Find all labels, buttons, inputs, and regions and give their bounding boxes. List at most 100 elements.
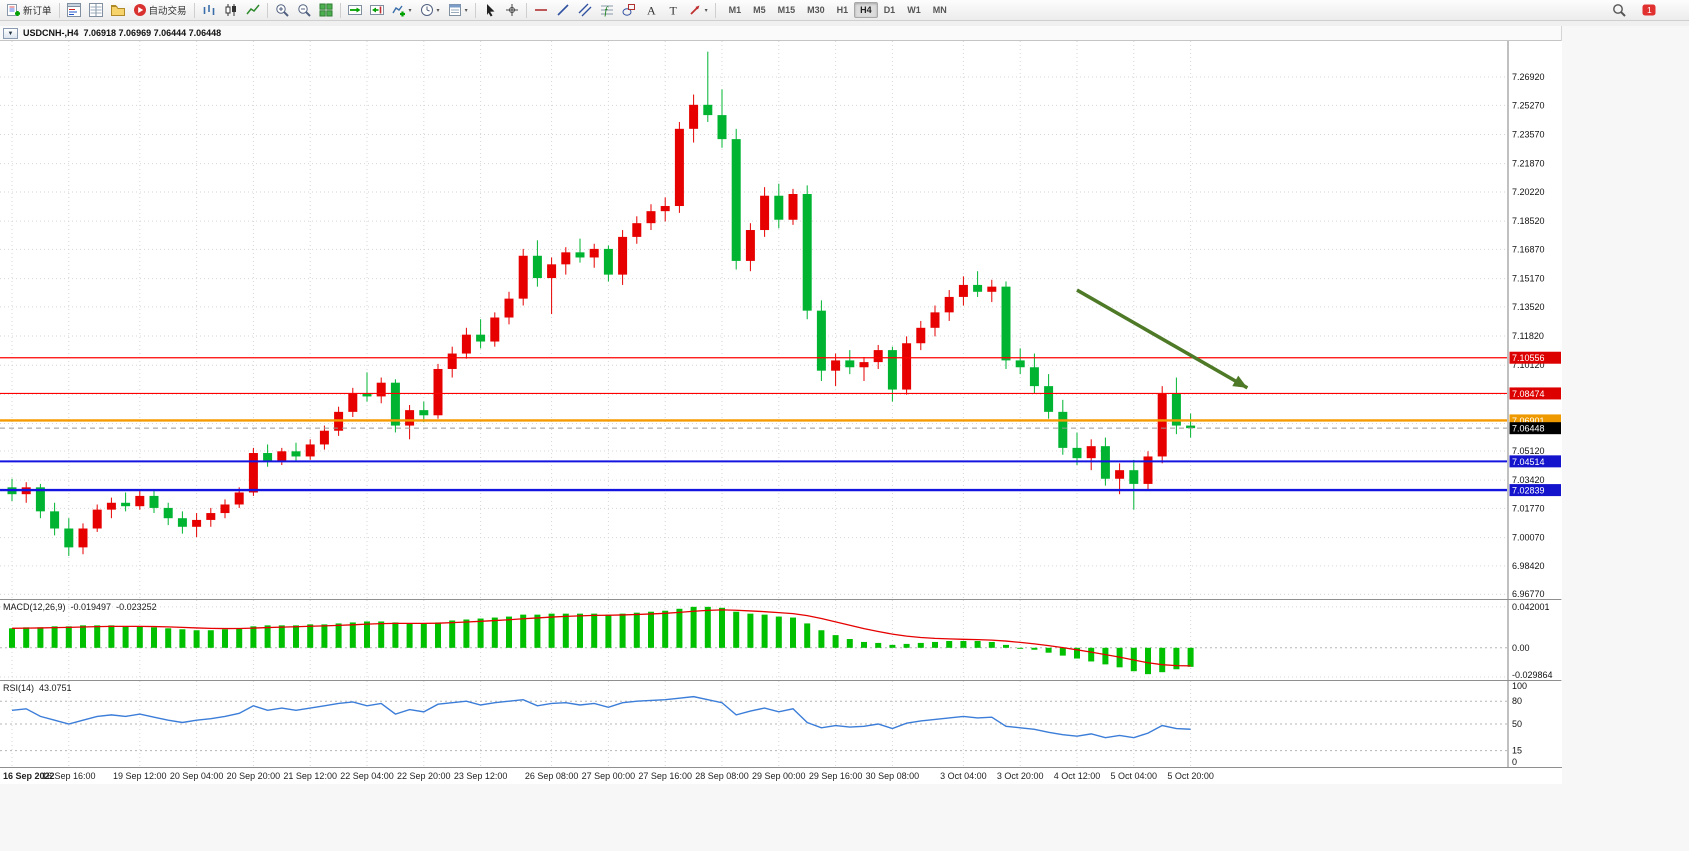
- macd-bar: [534, 614, 541, 648]
- price-tag: [1509, 422, 1561, 435]
- search-button[interactable]: [1608, 1, 1630, 19]
- text-button[interactable]: A: [640, 1, 662, 19]
- price-axis-label: 7.01770: [1512, 503, 1545, 513]
- new-order-button-label: 新订单: [23, 6, 52, 17]
- macd-bar: [207, 630, 214, 648]
- trendline-button[interactable]: [552, 1, 574, 19]
- auto-scroll-button[interactable]: [344, 1, 366, 19]
- macd-bar: [1017, 647, 1024, 649]
- bull-candle: [305, 444, 315, 457]
- timeframe-m30[interactable]: M30: [807, 5, 825, 15]
- bear-candle: [263, 453, 273, 462]
- channel-button[interactable]: [574, 1, 596, 19]
- candlestick-chart-button[interactable]: [220, 1, 242, 19]
- timeframe-m5[interactable]: M5: [753, 5, 766, 15]
- line-chart-icon: [245, 3, 260, 17]
- price-tag-text: 7.02839: [1512, 486, 1545, 496]
- macd-bar: [491, 617, 498, 648]
- periods-button[interactable]: ▾: [416, 1, 444, 19]
- data-window-button[interactable]: [85, 1, 107, 19]
- macd-bar: [222, 629, 228, 648]
- timeframe-d1[interactable]: D1: [883, 5, 896, 15]
- macd-bar: [648, 611, 654, 648]
- bull-candle: [1157, 392, 1167, 457]
- macd-bar: [364, 621, 370, 648]
- macd-bar: [1045, 647, 1052, 653]
- text-icon: A: [644, 3, 658, 18]
- hline-button[interactable]: [530, 1, 552, 19]
- bear-candle: [1171, 392, 1181, 426]
- timeframe-m1[interactable]: M1: [728, 5, 742, 15]
- timeframe-m15[interactable]: M15: [777, 5, 796, 15]
- shapes-button[interactable]: [618, 1, 640, 19]
- timeframe-mn[interactable]: MN: [932, 5, 947, 15]
- time-axis-label: 20 Sep 04:00: [169, 771, 224, 781]
- time-axis-label: 20 Sep 20:00: [226, 771, 281, 781]
- rsi-canvas[interactable]: 100 80 50 150: [0, 681, 1562, 767]
- time-axis-label: 27 Sep 16:00: [638, 771, 692, 781]
- bull-candle: [433, 368, 443, 416]
- price-axis-label: 7.03420: [1512, 475, 1545, 485]
- add-indicator-button[interactable]: ▾: [388, 1, 416, 19]
- macd-bar: [903, 643, 910, 648]
- bull-candle: [348, 392, 358, 412]
- chart-shift-button[interactable]: [366, 1, 388, 19]
- price-chart-canvas[interactable]: 7.26920 7.25270 7.23570 7.21870 7.20220 7.185…: [0, 41, 1562, 599]
- navigator-button[interactable]: [107, 1, 129, 19]
- macd-bar: [690, 606, 697, 648]
- bear-candle: [1044, 386, 1054, 412]
- bull-candle: [788, 194, 798, 220]
- timeframe-h1[interactable]: H1: [836, 5, 849, 15]
- zoom-out-button[interactable]: [293, 1, 315, 19]
- time-axis-label: 16 Sep 2022: [3, 771, 55, 781]
- arrows-button[interactable]: ▾: [684, 1, 712, 19]
- caret-down-icon: ▾: [408, 7, 412, 14]
- market-watch-button[interactable]: [63, 1, 85, 19]
- chart-ohlc-quotes: 7.06918 7.06969 7.06444 7.06448: [83, 28, 222, 38]
- price-tag-text: 7.10556: [1512, 353, 1545, 363]
- crosshair-button[interactable]: [501, 1, 523, 19]
- bull-candle: [547, 264, 557, 279]
- horizontal-level-lines[interactable]: [0, 357, 1507, 492]
- bull-candle: [660, 206, 670, 212]
- tile-windows-button[interactable]: [315, 1, 337, 19]
- bull-candle: [106, 502, 116, 510]
- price-axis-label: 7.18520: [1512, 216, 1545, 226]
- chart-titlebar: ▼ USDCNH-,H4 7.06918 7.06969 7.06444 7.0…: [0, 26, 1561, 41]
- bear-candle: [362, 392, 372, 397]
- rsi-grid: [0, 681, 1507, 767]
- new-order-button[interactable]: 新订单: [3, 1, 56, 19]
- label-button[interactable]: T: [662, 1, 684, 19]
- trend-arrow-line[interactable]: [1076, 288, 1249, 390]
- rsi-line: [11, 695, 1191, 739]
- time-axis[interactable]: 16 Sep 2022 16 Sep 16:00 19 Sep 12:00 20 Se…: [0, 767, 1562, 784]
- bear-candle: [476, 334, 486, 342]
- bear-candle: [419, 410, 429, 416]
- price-axis-label: 7.23570: [1512, 129, 1545, 139]
- timeframe-w1[interactable]: W1: [907, 5, 921, 15]
- price-scale[interactable]: 7.26920 7.25270 7.23570 7.21870 7.20220 7.185…: [1509, 72, 1562, 599]
- bear-candle: [149, 495, 159, 508]
- caret-down-icon: ▾: [464, 7, 468, 14]
- time-axis-label: 21 Sep 12:00: [283, 771, 337, 781]
- time-axis-label: 3 Oct 04:00: [940, 771, 987, 781]
- macd-canvas[interactable]: 0.042001 0.00 -0.029864: [0, 600, 1562, 680]
- timeframe-h4[interactable]: H4: [854, 2, 878, 18]
- market-watch-icon: [66, 3, 81, 17]
- macd-bar: [1102, 647, 1109, 665]
- line-chart-button[interactable]: [242, 1, 264, 19]
- notifications-button[interactable]: 1: [1638, 1, 1660, 19]
- bull-candle: [234, 492, 244, 505]
- templates-button[interactable]: ▾: [444, 1, 472, 19]
- fibonacci-button[interactable]: f: [596, 1, 618, 19]
- cursor-button[interactable]: [479, 1, 501, 19]
- autotrading-button[interactable]: 自动交易: [129, 1, 191, 19]
- bear-candle: [291, 451, 301, 457]
- macd-bar: [804, 623, 811, 648]
- chart-expand-button[interactable]: ▼: [3, 27, 18, 39]
- bar-chart-button[interactable]: [198, 1, 220, 19]
- bull-candle: [461, 334, 471, 354]
- chart-grid: [0, 41, 1507, 599]
- zoom-in-button[interactable]: [271, 1, 293, 19]
- macd-bar: [861, 641, 867, 648]
